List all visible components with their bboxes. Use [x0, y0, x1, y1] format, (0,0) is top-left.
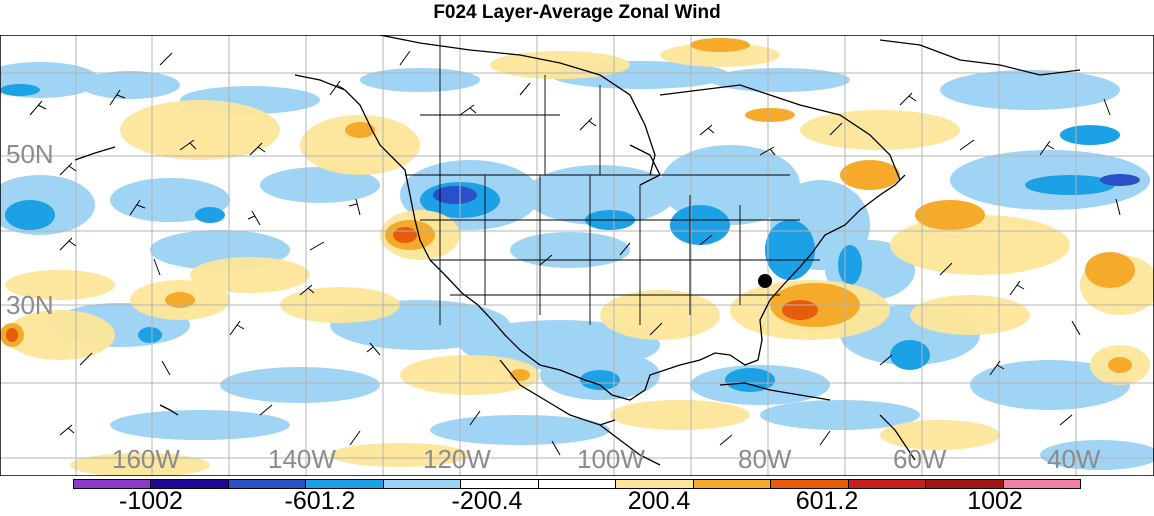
latitude-label-30n: 30N — [6, 290, 54, 320]
longitude-label-120w: 120W — [423, 444, 491, 474]
coastlines — [74, 35, 1081, 466]
station-marker — [758, 274, 772, 288]
colorbar-segment — [847, 480, 926, 488]
colorbar-segment — [305, 480, 383, 488]
colorbar-segment — [382, 480, 461, 488]
colorbar-segment — [537, 480, 616, 488]
latitude-label-50n: 50N — [6, 139, 54, 169]
colorbar-segment — [227, 480, 306, 488]
colorbar-segment — [74, 480, 151, 488]
colorbar-segment — [460, 480, 538, 488]
longitude-label-80w: 80W — [738, 444, 792, 474]
colorbar-segment — [925, 480, 1003, 488]
colorbar-segment — [692, 480, 771, 488]
longitude-label-140w: 140W — [268, 444, 336, 474]
colorbar-label: 1002 — [967, 487, 1023, 515]
colorbar — [73, 479, 1081, 489]
colorbar-label: -200.4 — [451, 487, 523, 515]
longitude-label-60w: 60W — [893, 444, 947, 474]
negative-wind-fill-darkest — [433, 174, 1140, 204]
wind-barbs — [29, 50, 1121, 456]
colorbar-label: -1002 — [119, 487, 183, 515]
colorbar-segment — [770, 480, 848, 488]
political-boundaries — [405, 35, 820, 325]
longitude-label-40w: 40W — [1047, 444, 1101, 474]
colorbar-label: 601.2 — [795, 487, 859, 515]
graticule — [0, 35, 1154, 476]
colorbar-label: -601.2 — [284, 487, 356, 515]
longitude-label-160w: 160W — [112, 444, 180, 474]
map-title: F024 Layer-Average Zonal Wind — [433, 2, 721, 23]
colorbar-label: 200.4 — [627, 487, 691, 515]
longitude-label-100w: 100W — [577, 444, 645, 474]
colorbar-segment — [615, 480, 693, 488]
colorbar-segment — [150, 480, 228, 488]
colorbar-segment — [1002, 480, 1081, 488]
zonal-wind-map — [0, 35, 1154, 476]
